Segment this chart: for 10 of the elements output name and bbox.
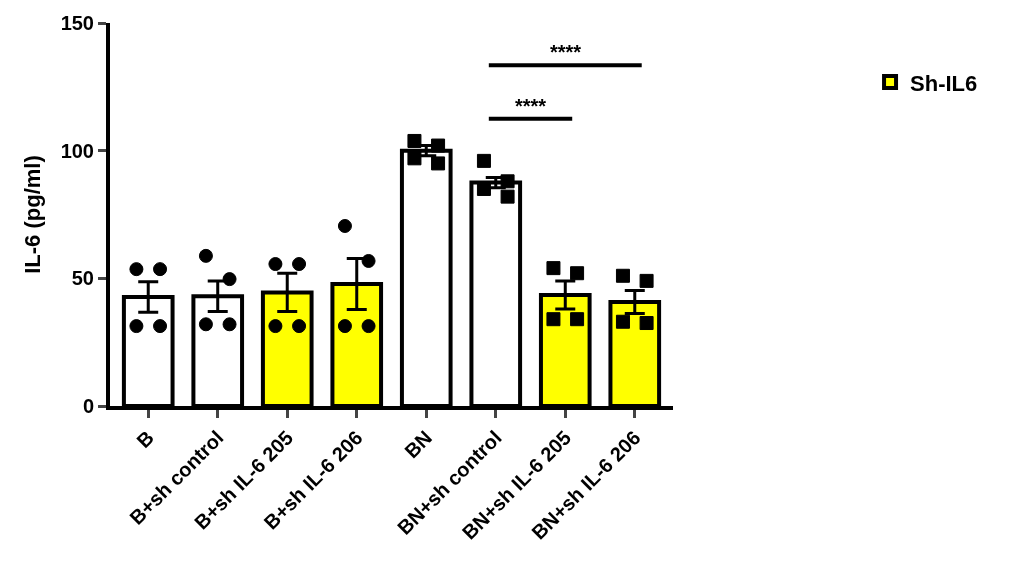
y-axis-title: IL-6 (pg/ml) — [19, 155, 45, 274]
y-tick-label: 100 — [60, 139, 94, 162]
x-tick-label: BN — [400, 426, 437, 463]
y-tick-label: 0 — [82, 395, 94, 417]
annotation: **** — [550, 41, 582, 63]
y-tick-label: 150 — [60, 12, 94, 34]
legend-label: Sh-IL6 — [910, 70, 978, 96]
x-tick-label: B — [132, 426, 159, 453]
y-tick-label: 50 — [71, 267, 94, 290]
annotation: **** — [515, 95, 547, 117]
